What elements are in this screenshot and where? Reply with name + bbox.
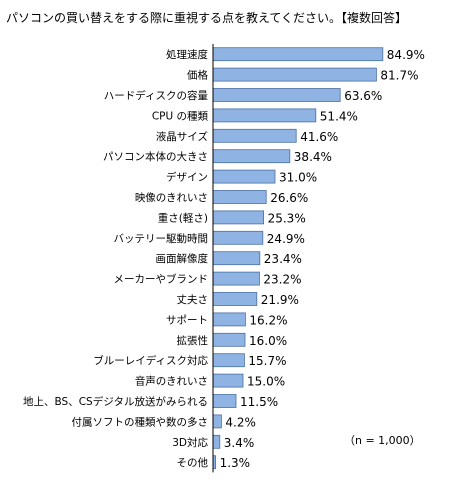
- category-label: 3D対応: [172, 436, 208, 449]
- category-label: 音声のきれいさ: [135, 375, 208, 388]
- sample-size-note: （n = 1,000）: [344, 434, 421, 447]
- bar: [212, 47, 384, 62]
- bar: [212, 394, 237, 408]
- value-label: 41.6%: [300, 130, 338, 144]
- category-label: 拡張性: [177, 334, 209, 347]
- value-label: 26.6%: [270, 191, 308, 205]
- category-label: その他: [177, 456, 209, 469]
- category-label: 付属ソフトの種類や数の多さ: [72, 415, 209, 428]
- value-label: 3.4%: [224, 436, 255, 450]
- category-label: ブルーレイディスク対応: [93, 354, 208, 367]
- category-label: メーカーやブランド: [114, 273, 209, 286]
- value-label: 16.2%: [249, 313, 287, 327]
- category-label: ハードディスクの容量: [104, 89, 209, 102]
- value-label: 11.5%: [240, 395, 278, 409]
- bar: [212, 373, 244, 388]
- chart-title: パソコンの買い替えをする際に重視する点を教えてください。【複数回答】: [6, 11, 408, 25]
- bar: [212, 434, 221, 449]
- bar: [212, 353, 245, 368]
- value-label: 81.7%: [380, 69, 418, 83]
- bar: [212, 292, 258, 306]
- value-label: 15.7%: [248, 354, 286, 368]
- category-label: デザイン: [166, 171, 208, 184]
- category-label: 重さ(軽さ): [158, 211, 208, 224]
- value-label: 84.9%: [387, 48, 425, 62]
- bar: [212, 108, 317, 123]
- category-label: CPU の種類: [152, 109, 209, 122]
- value-label: 23.4%: [264, 252, 302, 266]
- bar: [212, 169, 276, 184]
- value-label: 25.3%: [268, 211, 306, 225]
- category-label: 液晶サイズ: [156, 130, 208, 143]
- category-label: 画面解像度: [156, 252, 209, 265]
- bar: [212, 67, 377, 82]
- category-label: 価格: [187, 69, 208, 82]
- value-label: 31.0%: [279, 171, 317, 185]
- value-label: 1.3%: [220, 456, 251, 470]
- value-label: 21.9%: [261, 293, 299, 307]
- value-label: 16.0%: [249, 334, 287, 348]
- bar: [212, 271, 260, 286]
- category-label: 処理速度: [166, 48, 208, 61]
- bar: [212, 128, 297, 143]
- category-label: 丈夫さ: [177, 294, 209, 306]
- bar: [212, 88, 341, 102]
- value-label: 23.2%: [263, 273, 301, 287]
- bar: [212, 312, 246, 327]
- bar: [212, 210, 264, 225]
- bar: [212, 230, 264, 245]
- bar: [212, 332, 246, 347]
- value-label: 24.9%: [267, 232, 305, 246]
- category-label: 映像のきれいさ: [135, 192, 208, 204]
- category-label: パソコン本体の大きさ: [103, 150, 208, 163]
- category-label: 地上、BS、CSデジタル放送がみられる: [23, 395, 208, 408]
- bar: [212, 414, 222, 429]
- category-label: バッテリー駆動時間: [114, 232, 209, 245]
- value-label: 38.4%: [294, 150, 332, 164]
- value-label: 4.2%: [225, 415, 256, 429]
- bar: [212, 149, 291, 164]
- category-label: サポート: [166, 314, 208, 326]
- value-label: 51.4%: [320, 109, 358, 123]
- bar: [212, 251, 261, 266]
- bar: [212, 190, 267, 204]
- value-label: 63.6%: [344, 89, 382, 103]
- value-label: 15.0%: [247, 375, 285, 389]
